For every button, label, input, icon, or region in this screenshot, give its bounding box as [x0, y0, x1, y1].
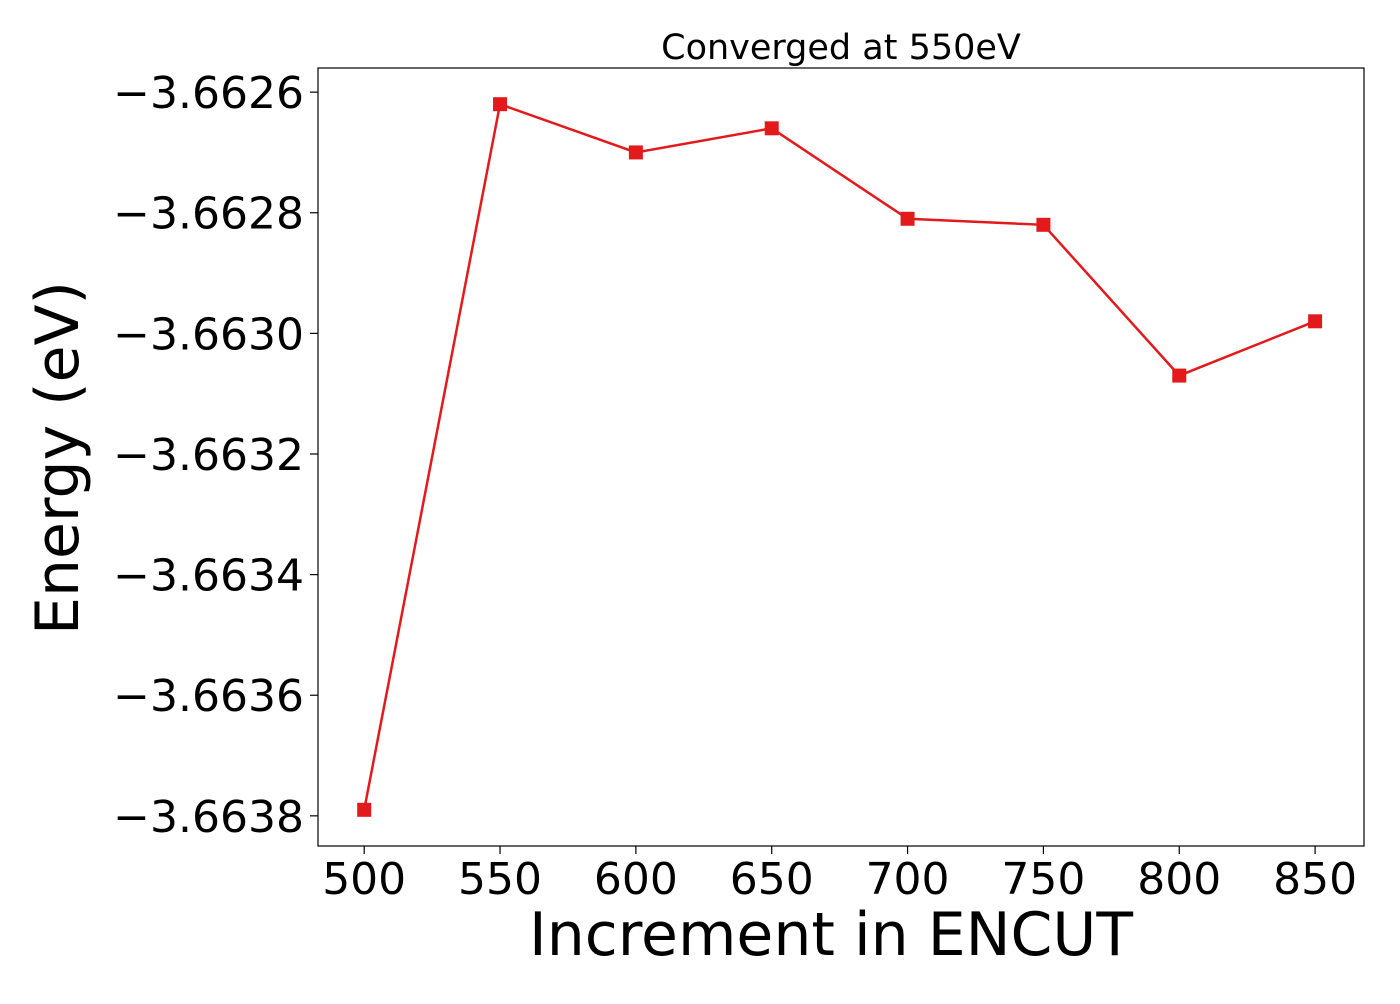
data-point-marker	[1172, 368, 1187, 383]
x-tick-label: 550	[458, 854, 542, 905]
y-tick-label: −3.6638	[113, 792, 304, 843]
chart-title: Converged at 550eV	[661, 28, 1021, 68]
y-tick-label: −3.6636	[113, 671, 304, 722]
series-layer	[357, 97, 1323, 817]
data-point-marker	[900, 211, 915, 226]
y-tick-label: −3.6632	[113, 430, 304, 481]
y-tick-label: −3.6630	[113, 309, 304, 360]
data-point-marker	[628, 145, 643, 160]
y-axis-ticks: −3.6638 −3.6636 −3.6634 −3.6632 −3.6630 −3.66…	[113, 68, 318, 843]
data-point-marker	[764, 121, 779, 136]
x-tick-label: 850	[1273, 854, 1357, 905]
y-tick-label: −3.6634	[113, 551, 304, 602]
series-line	[362, 102, 1316, 811]
data-point-marker	[1308, 314, 1323, 329]
y-tick-label: −3.6626	[113, 68, 304, 119]
data-point-marker	[357, 802, 372, 817]
x-tick-label: 600	[594, 854, 678, 905]
x-tick-label: 650	[730, 854, 814, 905]
data-point-marker	[1036, 217, 1051, 232]
x-tick-label: 750	[1001, 854, 1085, 905]
x-axis-ticks: 500 550 600 650 700 750 800 850	[322, 846, 1357, 905]
y-tick-label: −3.6628	[113, 189, 304, 240]
x-axis-title: Increment in ENCUT	[529, 900, 1133, 970]
data-point-marker	[493, 97, 508, 112]
x-tick-label: 500	[322, 854, 406, 905]
x-tick-label: 800	[1137, 854, 1221, 905]
plot-area-frame	[317, 67, 1365, 847]
x-tick-label: 700	[866, 854, 950, 905]
y-axis-title: Energy (eV)	[23, 281, 93, 635]
